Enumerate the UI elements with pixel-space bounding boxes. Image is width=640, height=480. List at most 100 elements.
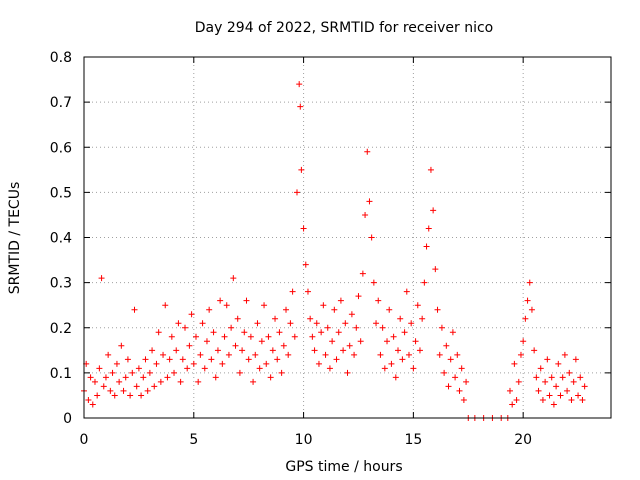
data-point	[274, 356, 281, 363]
data-point	[109, 369, 116, 376]
data-point	[416, 347, 423, 354]
data-point	[326, 365, 333, 372]
data-point	[520, 338, 527, 345]
data-point	[230, 275, 237, 282]
data-point	[577, 374, 584, 381]
data-point	[195, 378, 202, 385]
data-point	[419, 315, 426, 322]
data-point	[526, 279, 533, 286]
data-point	[206, 306, 213, 313]
data-point	[438, 324, 445, 331]
data-point	[225, 351, 232, 358]
data-point	[346, 342, 353, 349]
data-point	[175, 320, 182, 327]
data-point	[272, 315, 279, 322]
data-point	[373, 320, 380, 327]
data-point	[203, 338, 210, 345]
data-point	[364, 148, 371, 155]
data-point	[359, 270, 366, 277]
data-point	[135, 365, 142, 372]
data-point	[449, 329, 456, 336]
data-point	[91, 378, 98, 385]
data-point	[122, 374, 129, 381]
data-point	[434, 306, 441, 313]
data-point	[120, 387, 127, 394]
data-point	[302, 261, 309, 268]
y-tick-label: 0.5	[50, 185, 72, 201]
data-point	[155, 329, 162, 336]
data-point	[113, 360, 120, 367]
data-point	[443, 342, 450, 349]
data-point	[131, 306, 138, 313]
data-point	[546, 392, 553, 399]
x-tick-label: 0	[80, 432, 89, 448]
data-point	[553, 383, 560, 390]
data-point	[561, 351, 568, 358]
data-point	[579, 396, 586, 403]
data-point	[269, 347, 276, 354]
data-point	[151, 383, 158, 390]
data-point	[460, 396, 467, 403]
data-point	[542, 378, 549, 385]
data-point	[315, 360, 322, 367]
data-point	[87, 374, 94, 381]
y-tick-label: 0.7	[50, 95, 72, 111]
data-point	[513, 396, 520, 403]
data-point	[96, 365, 103, 372]
data-point	[133, 383, 140, 390]
x-axis-label: GPS time / hours	[285, 459, 402, 475]
data-point	[102, 374, 109, 381]
data-point	[197, 351, 204, 358]
data-point	[208, 356, 215, 363]
data-point	[421, 279, 428, 286]
data-point	[506, 387, 513, 394]
data-point	[118, 342, 125, 349]
data-point	[331, 306, 338, 313]
data-point	[212, 374, 219, 381]
y-tick-label: 0.8	[50, 50, 72, 66]
y-tick-label: 0.1	[50, 366, 72, 382]
data-point	[116, 378, 123, 385]
data-point	[452, 374, 459, 381]
data-point	[370, 279, 377, 286]
data-point	[335, 329, 342, 336]
data-point	[436, 351, 443, 358]
data-point	[309, 333, 316, 340]
data-point	[515, 378, 522, 385]
data-point	[528, 306, 535, 313]
data-point	[144, 387, 151, 394]
data-point	[564, 387, 571, 394]
data-point	[89, 401, 96, 408]
data-point	[537, 365, 544, 372]
x-tick-label: 5	[189, 432, 198, 448]
data-point	[256, 365, 263, 372]
data-point	[401, 329, 408, 336]
data-point	[173, 347, 180, 354]
data-point	[239, 347, 246, 354]
data-point	[559, 374, 566, 381]
data-point	[94, 392, 101, 399]
data-point	[550, 401, 557, 408]
data-point	[285, 351, 292, 358]
data-point	[509, 401, 516, 408]
data-point	[533, 374, 540, 381]
data-point	[293, 189, 300, 196]
data-point	[252, 351, 259, 358]
data-point	[124, 356, 131, 363]
data-point	[298, 166, 305, 173]
data-point	[241, 329, 248, 336]
data-point	[166, 356, 173, 363]
data-point	[142, 356, 149, 363]
grid	[84, 57, 611, 418]
data-point	[300, 225, 307, 232]
data-point	[447, 356, 454, 363]
data-point	[105, 351, 112, 358]
data-point	[548, 374, 555, 381]
data-point	[572, 356, 579, 363]
data-point	[265, 333, 272, 340]
data-point	[276, 329, 283, 336]
data-point	[427, 166, 434, 173]
data-point	[162, 302, 169, 309]
data-point	[217, 297, 224, 304]
data-point	[379, 324, 386, 331]
